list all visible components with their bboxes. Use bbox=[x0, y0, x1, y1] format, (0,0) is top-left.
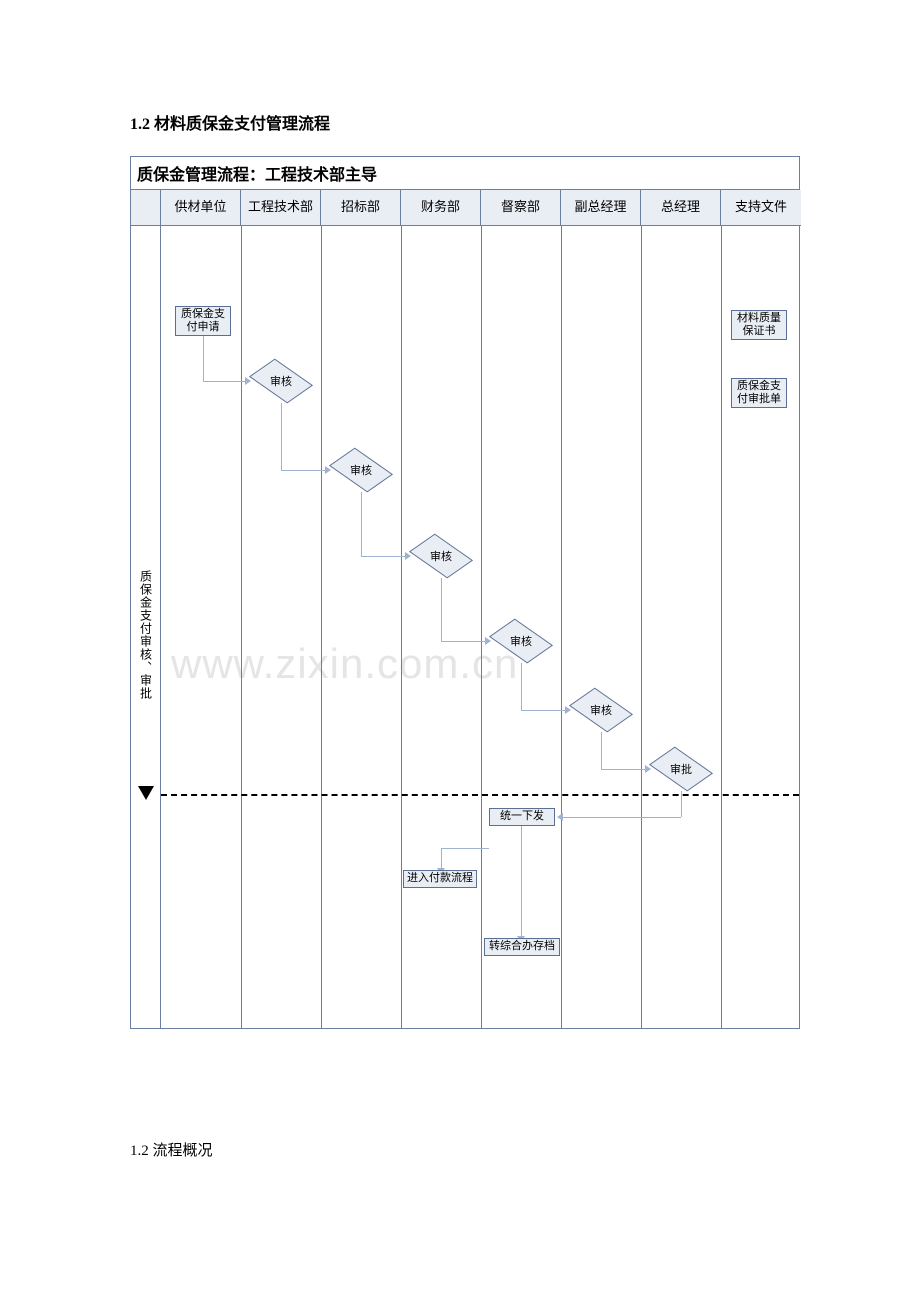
swimlane-diagram: 质保金管理流程：工程技术部主导 www.zixin.com.cn 供材单位工程技… bbox=[130, 156, 800, 1029]
lane-header-lane-1: 供材单位 bbox=[161, 190, 241, 226]
connector bbox=[521, 826, 522, 938]
lane-divider bbox=[321, 226, 322, 1028]
diamond-label: 审核 bbox=[328, 448, 394, 492]
decision-review-5: 审核 bbox=[568, 688, 634, 732]
node-doc-quality-guarantee: 材料质量 保证书 bbox=[731, 310, 787, 340]
connector bbox=[361, 492, 362, 556]
connector bbox=[441, 578, 442, 641]
diamond-label: 审核 bbox=[488, 619, 554, 663]
diamond-label: 审核 bbox=[248, 359, 314, 403]
connector bbox=[521, 663, 522, 710]
decision-review-3: 审核 bbox=[408, 534, 474, 578]
lane-header-lane-3: 招标部 bbox=[321, 190, 401, 226]
decision-review-2: 审核 bbox=[328, 448, 394, 492]
lane-header-lane-2: 工程技术部 bbox=[241, 190, 321, 226]
diagram-title: 质保金管理流程：工程技术部主导 bbox=[131, 157, 799, 190]
phase-label: 质保金支付审核、审批 bbox=[131, 490, 161, 780]
lane-header-lane-4: 财务部 bbox=[401, 190, 481, 226]
lane-divider bbox=[481, 226, 482, 1028]
connector bbox=[281, 403, 282, 470]
lane-divider bbox=[241, 226, 242, 1028]
lane-divider bbox=[401, 226, 402, 1028]
phase-arrow-icon bbox=[138, 786, 154, 800]
page: 1.2 材料质保金支付管理流程 质保金管理流程：工程技术部主导 www.zixi… bbox=[0, 0, 920, 1220]
node-archive: 转综合办存档 bbox=[484, 938, 560, 956]
connector bbox=[203, 336, 204, 381]
diamond-label: 审批 bbox=[648, 747, 714, 791]
lane-header-phase-col bbox=[131, 190, 161, 226]
lane-divider bbox=[641, 226, 642, 1028]
lane-header-lane-8: 支持文件 bbox=[721, 190, 801, 226]
phase-divider-dashed bbox=[161, 794, 799, 796]
node-application: 质保金支 付申请 bbox=[175, 306, 231, 336]
lane-header-lane-7: 总经理 bbox=[641, 190, 721, 226]
lane-divider bbox=[721, 226, 722, 1028]
connector bbox=[441, 848, 442, 870]
lane-divider bbox=[561, 226, 562, 1028]
section-heading: 1.2 材料质保金支付管理流程 bbox=[130, 110, 800, 134]
connector bbox=[601, 732, 602, 769]
decision-review-4: 审核 bbox=[488, 619, 554, 663]
connector bbox=[561, 817, 681, 818]
arrow-left-icon bbox=[557, 813, 563, 821]
node-unified-issue: 统一下发 bbox=[489, 808, 555, 826]
watermark-text: www.zixin.com.cn bbox=[171, 640, 518, 688]
lane-header-lane-6: 副总经理 bbox=[561, 190, 641, 226]
decision-review-1: 审核 bbox=[248, 359, 314, 403]
swimlane-body: www.zixin.com.cn 供材单位工程技术部招标部财务部督察部副总经理总… bbox=[131, 190, 799, 1028]
diamond-label: 审核 bbox=[568, 688, 634, 732]
sub-heading: 1.2 流程概况 bbox=[130, 1139, 800, 1160]
lane-header-lane-5: 督察部 bbox=[481, 190, 561, 226]
diamond-label: 审核 bbox=[408, 534, 474, 578]
node-enter-payment: 进入付款流程 bbox=[403, 870, 477, 888]
node-doc-approval-form: 质保金支 付审批单 bbox=[731, 378, 787, 408]
decision-approve: 审批 bbox=[648, 747, 714, 791]
